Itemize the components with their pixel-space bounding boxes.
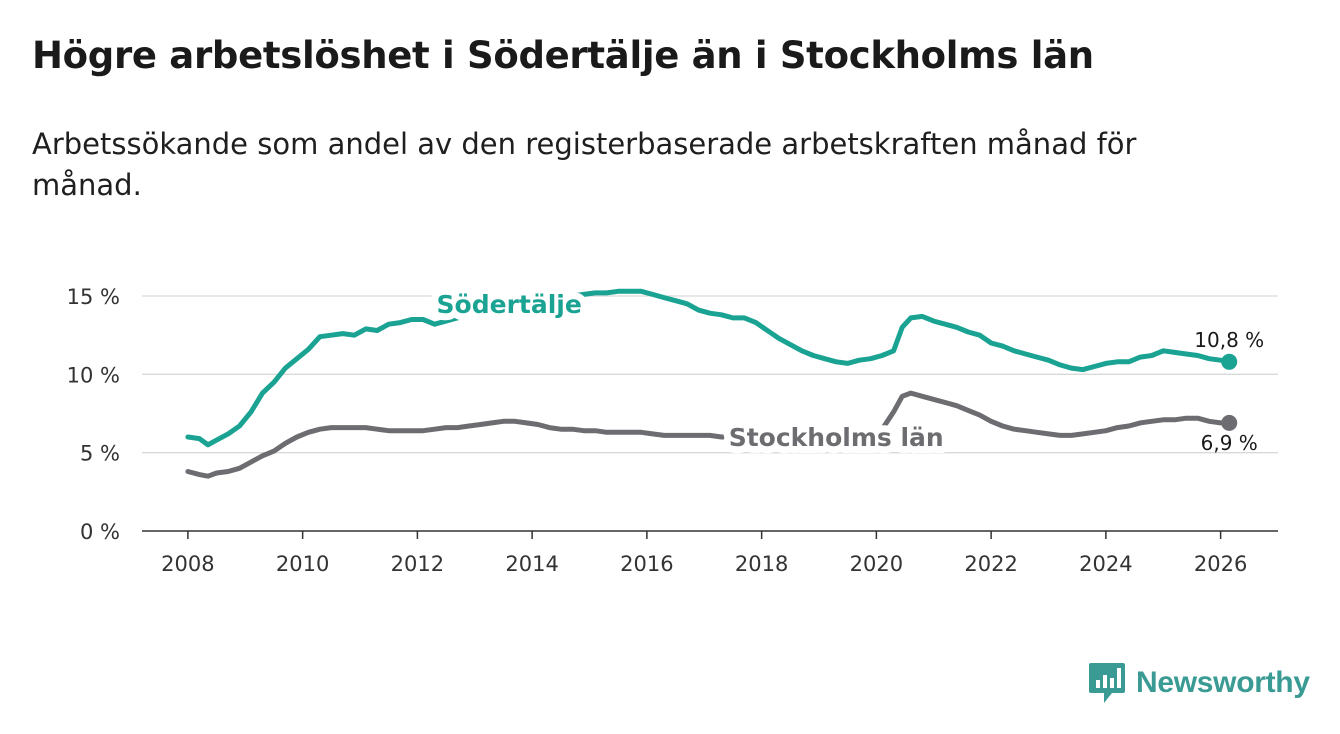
x-tick-label: 2012 (391, 552, 444, 576)
x-tick-label: 2024 (1079, 552, 1132, 576)
x-tick-label: 2014 (505, 552, 558, 576)
series-line-stockholms-lan (185, 390, 1232, 479)
chart-subtitle: Arbetssökande som andel av den registerb… (32, 127, 1137, 202)
series-end-point (1221, 353, 1238, 370)
x-tick-label: 2022 (964, 552, 1017, 576)
series-line-sodertalje (185, 288, 1232, 448)
x-tick-label: 2026 (1194, 552, 1247, 576)
series-labels: 10,8 % 6,9 % Södertälje Stockholms län (430, 283, 1265, 459)
y-tick-label: 10 % (67, 363, 120, 387)
grid-lines (142, 295, 1278, 454)
chart-title: Högre arbetslöshet i Södertälje än i Sto… (32, 34, 1094, 77)
y-tick-label: 5 % (80, 442, 120, 466)
newsworthy-logo-icon (1089, 663, 1125, 703)
series-name-label: Södertälje (437, 290, 582, 319)
x-tick-label: 2018 (735, 552, 788, 576)
y-axis-ticks: 0 % 5 % 10 % 15 % (67, 285, 120, 544)
brand-name: Newsworthy (1136, 666, 1310, 699)
series-lines (185, 288, 1238, 479)
brand-logo: Newsworthy (1088, 660, 1310, 706)
y-tick-label: 0 % (80, 520, 120, 544)
series-end-label: 10,8 % (1194, 328, 1264, 352)
x-axis: 2008 2010 2012 2014 2016 2018 2020 2022 2024 2026 (142, 530, 1278, 576)
x-tick-label: 2010 (276, 552, 329, 576)
x-tick-label: 2020 (850, 552, 903, 576)
series-end-label: 6,9 % (1201, 431, 1258, 455)
x-tick-label: 2016 (620, 552, 673, 576)
series-end-point (1221, 414, 1238, 431)
series-name-label: Stockholms län (729, 423, 944, 452)
x-tick-label: 2008 (161, 552, 214, 576)
y-tick-label: 15 % (67, 285, 120, 309)
